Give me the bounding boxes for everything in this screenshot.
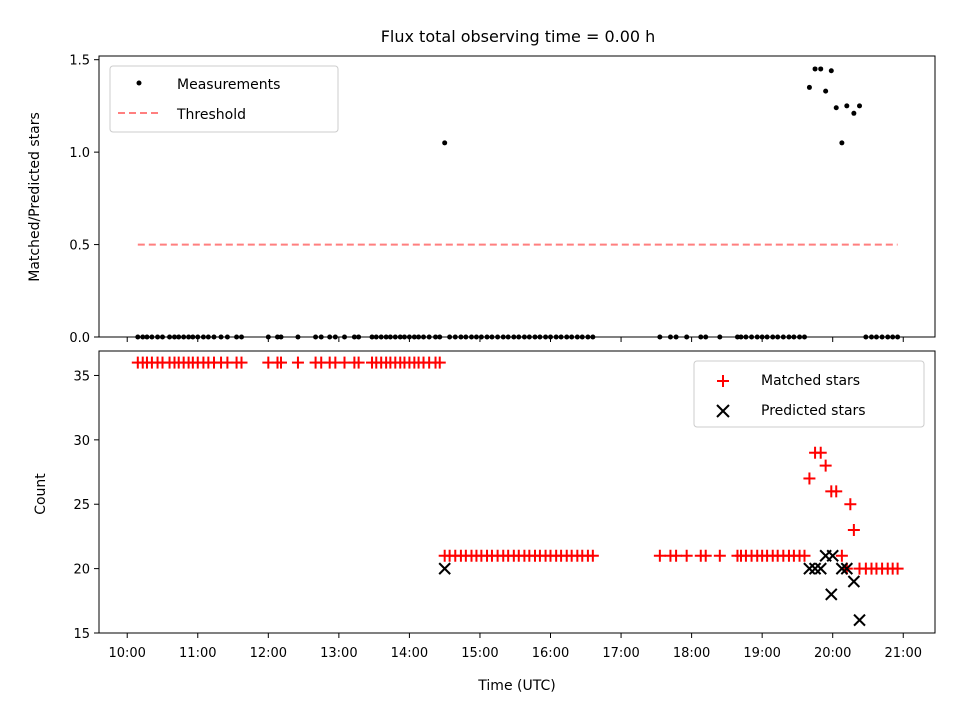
predicted-stars-point	[826, 549, 839, 562]
bottom-x-ticks: 10:00 11:00 12:00 13:00 14:00 15:00 16:00 17:00…	[108, 633, 922, 661]
measurements-point	[851, 110, 857, 116]
bottom-plot-area	[131, 356, 904, 627]
measurements-point	[839, 140, 845, 146]
legend-matched-label: Matched stars	[761, 373, 860, 389]
y-tick-label: 25	[73, 498, 90, 513]
x-tick-label: 17:00	[602, 646, 639, 661]
bottom-axes-frame	[98, 350, 936, 634]
x-tick-label: 18:00	[673, 646, 710, 661]
matched-stars-point	[844, 498, 857, 511]
predicted-stars-point	[808, 562, 822, 575]
predicted-stars-point	[847, 575, 861, 588]
matched-stars-point	[670, 549, 683, 562]
x-tick-label: 19:00	[743, 646, 780, 661]
x-tick-label: 16:00	[532, 646, 569, 661]
matched-stars-point	[352, 356, 365, 369]
legend-predicted-label: Predicted stars	[761, 403, 866, 419]
matched-stars-point	[235, 356, 248, 369]
y-tick-label: 35	[73, 369, 90, 384]
matched-stars-point	[291, 356, 304, 369]
predicted-stars-point	[825, 588, 838, 601]
legend-matched-marker	[717, 375, 729, 387]
matched-stars-point	[699, 549, 712, 562]
measurements-point	[818, 66, 824, 72]
x-tick-label: 20:00	[814, 646, 851, 661]
y-tick-label: 1.5	[69, 54, 90, 69]
matched-stars-point	[680, 549, 693, 562]
measurements-point	[442, 140, 448, 146]
bottom-y-ticks: 15 20 25 30 35	[73, 369, 99, 642]
predicted-stars-point	[803, 562, 816, 575]
top-axes-frame	[98, 55, 936, 338]
y-tick-label: 20	[73, 563, 90, 578]
measurements-point	[806, 84, 812, 90]
x-tick-label: 14:00	[391, 646, 428, 661]
matched-stars-point	[835, 549, 848, 562]
measurements-point	[823, 88, 829, 94]
predicted-stars-point	[438, 562, 451, 575]
top-y-axis-label: Matched/Predicted stars	[27, 112, 43, 282]
top-legend: Measurements Threshold	[109, 65, 339, 133]
matched-stars-point	[847, 523, 860, 536]
top-legend-frame	[109, 65, 339, 133]
top-y-ticks: 0.0 0.5 1.0 1.5	[69, 54, 99, 346]
measurements-point	[828, 68, 834, 74]
matched-stars-point	[433, 356, 446, 369]
matched-stars-point	[275, 356, 288, 369]
x-tick-label: 10:00	[108, 646, 145, 661]
x-tick-label: 11:00	[179, 646, 216, 661]
bottom-legend-frame	[693, 360, 925, 428]
top-panel: Flux total observing time = 0.00 h 0.00.…	[27, 27, 936, 346]
matched-stars-point	[798, 549, 811, 562]
legend-measurements-marker	[136, 80, 142, 86]
predicted-stars-point	[814, 562, 827, 575]
y-tick-label: 0.5	[69, 239, 90, 254]
matched-stars-point	[713, 549, 726, 562]
measurements-point	[833, 105, 839, 111]
matched-stars-point	[653, 549, 666, 562]
measurements-point	[857, 103, 863, 109]
matched-stars-point	[586, 549, 599, 562]
matched-stars-point	[814, 446, 827, 459]
matched-stars-point	[891, 562, 904, 575]
x-tick-label: 21:00	[885, 646, 922, 661]
x-tick-label: 13:00	[320, 646, 357, 661]
top-x-ticks	[126, 337, 904, 342]
predicted-stars-point	[853, 613, 866, 627]
legend-measurements-label: Measurements	[177, 77, 280, 93]
legend-threshold-label: Threshold	[176, 107, 246, 123]
y-tick-label: 30	[73, 434, 90, 449]
measurements-point	[812, 66, 818, 72]
measurements-point	[844, 103, 850, 109]
predicted-stars-point	[840, 562, 854, 575]
matched-stars-point	[830, 485, 843, 498]
y-tick-label: 1.0	[69, 146, 90, 161]
bottom-panel: 15 20 25 30 35 10:00 11:00 12:00 13:00 14:00 15:0…	[33, 350, 936, 694]
matched-stars-point	[819, 459, 832, 472]
predicted-stars-point	[835, 562, 849, 575]
matched-stars-point	[803, 472, 816, 485]
bottom-legend: Matched stars Predicted stars	[693, 360, 925, 428]
legend-predicted-marker	[716, 404, 730, 418]
y-tick-label: 15	[73, 627, 90, 642]
x-tick-label: 15:00	[461, 646, 498, 661]
y-tick-label: 0.0	[69, 331, 90, 346]
chart-title: Flux total observing time = 0.00 h	[381, 27, 656, 46]
x-tick-label: 12:00	[250, 646, 287, 661]
bottom-y-axis-label: Count	[33, 473, 49, 515]
x-axis-label: Time (UTC)	[477, 678, 555, 694]
